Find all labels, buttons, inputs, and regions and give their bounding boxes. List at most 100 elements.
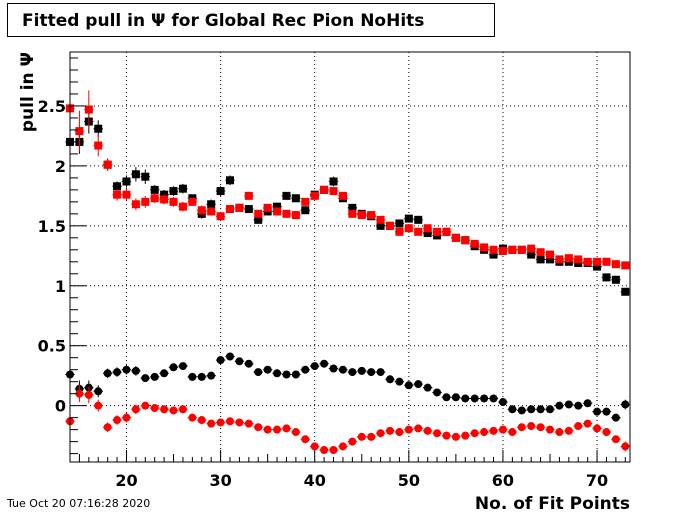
x-tick-label: 40 (304, 471, 326, 490)
data-point (207, 419, 216, 428)
data-point (254, 368, 263, 377)
series-3 (65, 385, 630, 455)
data-point (235, 357, 244, 366)
data-point (235, 203, 244, 212)
data-point (593, 407, 602, 416)
data-point (94, 401, 103, 410)
series-2 (65, 352, 630, 422)
data-point (178, 202, 187, 211)
data-point (310, 362, 319, 371)
data-point (178, 362, 187, 371)
data-point (451, 233, 460, 242)
data-point (141, 197, 150, 206)
data-point (216, 418, 225, 427)
data-point (226, 352, 234, 361)
data-point (310, 191, 319, 200)
data-point (451, 393, 460, 402)
data-point (546, 250, 554, 259)
data-point (103, 423, 112, 432)
data-point (461, 431, 470, 440)
data-point (498, 425, 507, 434)
series-0 (65, 109, 630, 296)
data-point (329, 187, 338, 196)
data-point (386, 221, 394, 230)
data-point (574, 422, 583, 431)
data-point (423, 383, 432, 392)
data-point (94, 387, 103, 396)
data-point (113, 368, 122, 377)
data-point (226, 205, 234, 214)
data-point (338, 191, 347, 200)
data-point (141, 172, 150, 181)
data-point (301, 197, 310, 206)
timestamp: Tue Oct 20 07:16:28 2020 (7, 497, 151, 510)
data-point (395, 227, 404, 236)
x-tick-label: 30 (209, 471, 231, 490)
data-point (244, 359, 253, 368)
data-point (536, 255, 545, 264)
data-point (376, 221, 385, 230)
y-tick-label: 1 (55, 277, 66, 296)
x-axis-title: No. of Fit Points (475, 494, 630, 514)
data-point (282, 424, 291, 433)
data-point (423, 229, 432, 238)
data-point (593, 257, 602, 266)
data-point (404, 214, 413, 223)
data-point (395, 428, 404, 437)
data-point (433, 388, 442, 397)
data-point (310, 442, 319, 451)
data-point (84, 105, 93, 114)
data-point (555, 255, 564, 264)
data-point (188, 413, 197, 422)
data-point (329, 177, 338, 186)
data-point (470, 394, 479, 403)
data-point (263, 425, 272, 434)
data-point (414, 227, 423, 236)
y-tick-label: 0 (55, 397, 66, 416)
data-point (367, 211, 376, 220)
data-point (508, 428, 517, 437)
data-point (395, 377, 404, 386)
plot-frame (69, 51, 631, 463)
data-point (131, 170, 140, 179)
data-point (480, 428, 489, 437)
data-point (480, 394, 489, 403)
data-point (470, 239, 479, 248)
data-point (527, 244, 536, 253)
data-point (169, 363, 178, 372)
data-point (376, 429, 385, 438)
data-point (602, 428, 611, 437)
tick-labels: 20 30 40 50 60 70 0 0.5 1 1.5 2 2.5 (38, 97, 609, 490)
data-point (433, 227, 442, 236)
data-point (376, 368, 385, 377)
data-point (527, 405, 536, 414)
data-point (131, 366, 140, 375)
data-point (583, 399, 592, 408)
data-point (395, 219, 404, 228)
data-point (602, 257, 611, 266)
data-point (338, 365, 347, 374)
data-point (188, 372, 197, 381)
data-point (122, 190, 131, 199)
data-point (141, 401, 150, 410)
data-point (517, 406, 526, 415)
data-point (244, 419, 253, 428)
data-point (611, 260, 620, 269)
data-point (546, 405, 554, 414)
data-point (169, 187, 178, 196)
data-point (611, 413, 620, 422)
y-tick-label: 1.5 (38, 217, 66, 236)
data-point (611, 435, 620, 444)
data-point (348, 437, 357, 446)
data-point (536, 248, 545, 257)
data-point (404, 381, 413, 390)
data-point (291, 428, 300, 437)
y-tick-label: 2.5 (38, 97, 66, 116)
data-point (244, 205, 253, 214)
data-point (414, 424, 423, 433)
data-point (197, 206, 206, 215)
data-point (103, 160, 112, 169)
data-point (621, 261, 630, 270)
data-point (555, 401, 564, 410)
